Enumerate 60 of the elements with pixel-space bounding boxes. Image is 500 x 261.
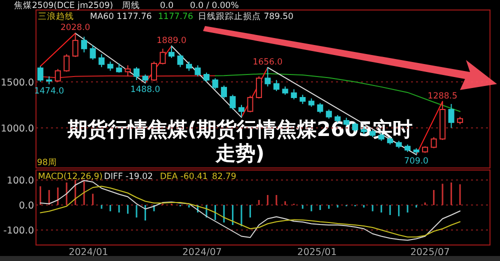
candlestick — [238, 104, 244, 118]
annotation: DEA -60.41 — [160, 172, 208, 182]
line-series — [214, 73, 461, 112]
candlestick — [134, 66, 140, 81]
annotation: 82.79 — [212, 172, 236, 182]
annotation: 709.0 — [404, 156, 428, 167]
candlestick — [72, 32, 78, 58]
candlestick — [116, 62, 122, 74]
candlestick — [90, 44, 96, 60]
y-tick-label: 0.0 — [18, 200, 34, 212]
annotation: MACD(12,26,9) — [38, 172, 103, 182]
candlestick — [177, 54, 184, 68]
y-tick-label: 100.0 — [6, 176, 34, 186]
candlestick — [107, 61, 114, 72]
candlestick — [247, 95, 254, 113]
annotation: 周线 — [122, 0, 140, 11]
candlestick — [290, 88, 297, 100]
annotation: MA60 1177.76 — [90, 12, 152, 22]
annotation: 三浪趋线 — [38, 11, 74, 22]
candlestick — [220, 85, 227, 99]
candlestick — [212, 78, 218, 90]
candlestick — [273, 80, 280, 92]
candlestick — [256, 76, 262, 99]
annotation: 98周 — [37, 157, 57, 168]
candlestick — [98, 54, 105, 68]
candlestick — [64, 54, 70, 72]
candlestick — [194, 64, 201, 77]
x-tick-label: 2024/01 — [68, 247, 108, 258]
x-tick-label: 2024/07 — [182, 247, 222, 258]
candlestick — [81, 36, 88, 53]
annotation: DIFF -19.02 — [104, 172, 153, 182]
candlestick — [168, 46, 175, 58]
candlestick — [317, 102, 324, 114]
annotation: 1889.0 — [156, 36, 186, 46]
annotation: 焦煤2509(DCE jm2509) — [14, 0, 114, 11]
x-tick-label: 2025/01 — [297, 247, 337, 258]
candlestick — [448, 103, 454, 128]
candlestick — [186, 61, 192, 72]
candlestick — [300, 94, 306, 104]
candlestick — [230, 94, 236, 110]
x-tick-label: 2025/07 — [410, 247, 450, 258]
candlestick — [326, 109, 332, 120]
candlestick — [264, 66, 271, 87]
candlestick — [37, 66, 44, 82]
y-tick-label: -100.0 — [3, 226, 34, 236]
annotation: 0.0 — [160, 1, 174, 11]
annotation: 2028.0 — [60, 23, 90, 34]
y-tick-label: 1000.0 — [0, 123, 34, 134]
annotation: 1288.5 — [428, 91, 458, 102]
annotation: 1488.0 — [130, 84, 160, 95]
annotation: 1656.0 — [252, 57, 283, 68]
candlestick — [160, 48, 166, 65]
y-tick-label: 1500.0 — [0, 77, 34, 88]
candlestick — [203, 72, 210, 82]
annotation: 1177.76 — [158, 12, 194, 22]
annotation: 0.0 / 0.00% — [190, 1, 239, 11]
candlestick — [151, 61, 158, 82]
candlestick — [124, 64, 131, 77]
annotation: 日线跟踪止损点 789.50 — [198, 11, 294, 22]
candlestick — [54, 68, 61, 82]
